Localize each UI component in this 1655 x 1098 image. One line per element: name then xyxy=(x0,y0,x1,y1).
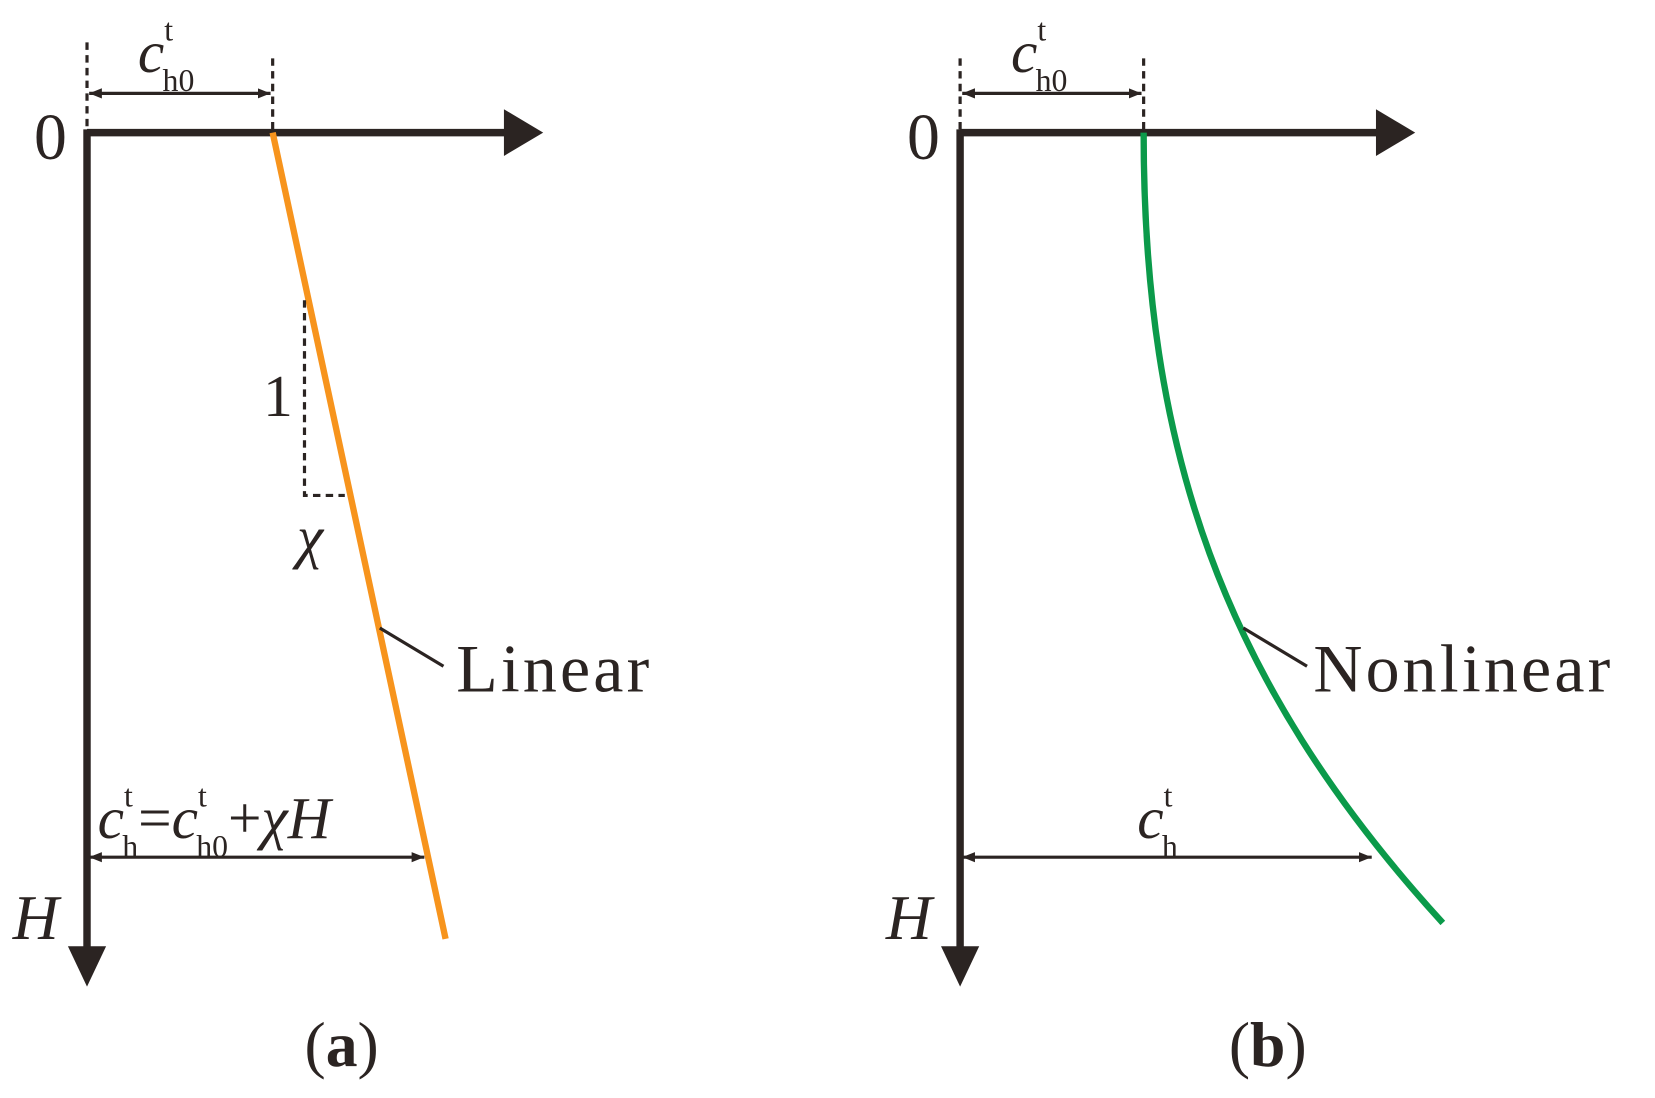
slope-triangle xyxy=(302,300,345,498)
subscript: h0 xyxy=(1036,63,1068,98)
arrowhead xyxy=(1375,109,1416,156)
symbol: H xyxy=(287,785,334,851)
depth-label: H xyxy=(12,882,62,953)
caption-letter: a xyxy=(326,1009,358,1080)
origin-label: 0 xyxy=(907,101,940,174)
superscript: t xyxy=(124,778,133,813)
panel-b: ct h0 0 Nonlinear ct h H (b) xyxy=(885,12,1613,1080)
dimension-label: ct h xyxy=(1137,778,1178,864)
caption-letter: b xyxy=(1250,1009,1285,1080)
paren: ) xyxy=(358,1009,379,1080)
superscript: t xyxy=(198,778,207,813)
symbol: c xyxy=(1011,19,1037,85)
arrowhead xyxy=(503,109,544,156)
caption: (b) xyxy=(1229,1009,1307,1080)
paren: ( xyxy=(305,1009,326,1080)
depth-label: H xyxy=(885,882,935,953)
subscript: h xyxy=(1162,829,1178,864)
subscript: h0 xyxy=(163,63,195,98)
origin-label: 0 xyxy=(34,101,67,174)
operator: = xyxy=(138,785,172,851)
leader-line xyxy=(378,626,445,668)
subscript: h0 xyxy=(196,829,228,864)
arrowhead xyxy=(941,946,980,987)
panel-a: ct h0 0 1 χ Linear ct h=ct h0+χH H (a) xyxy=(12,12,652,1080)
caption: (a) xyxy=(305,1009,379,1080)
slope-rise: 1 xyxy=(263,363,293,429)
symbol: c xyxy=(98,785,124,851)
superscript: t xyxy=(1164,778,1173,813)
formula: ct h=ct h0+χH xyxy=(98,778,334,864)
symbol: c xyxy=(172,785,198,851)
nonlinear-curve xyxy=(1140,132,1446,926)
symbol: c xyxy=(1137,785,1163,851)
symbol: c xyxy=(138,19,164,85)
dimension-label: ct h0 xyxy=(1011,12,1067,98)
slope-run: χ xyxy=(292,504,325,570)
subscript: h xyxy=(122,829,138,864)
leader-line xyxy=(1242,626,1308,668)
paren: ) xyxy=(1285,1009,1306,1080)
paren: ( xyxy=(1229,1009,1250,1080)
linear-line xyxy=(269,131,449,940)
arrowhead xyxy=(67,946,107,987)
symbol: χ xyxy=(257,785,290,851)
superscript: t xyxy=(164,12,173,47)
operator: + xyxy=(228,785,261,851)
dimension-label: ct h0 xyxy=(138,12,194,98)
superscript: t xyxy=(1037,12,1046,47)
curve-label: Linear xyxy=(456,632,652,707)
curve-label: Nonlinear xyxy=(1313,632,1613,707)
